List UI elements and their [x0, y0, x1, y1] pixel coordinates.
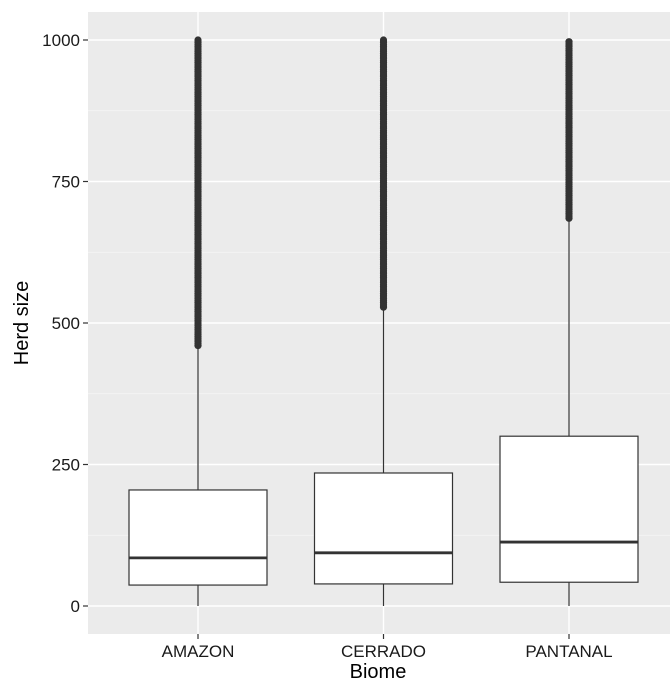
- x-tick-label: CERRADO: [341, 642, 426, 661]
- y-tick-label: 250: [52, 456, 80, 475]
- box-series: [128, 36, 639, 606]
- x-axis: AMAZON CERRADO PANTANAL: [162, 634, 613, 661]
- outlier-point: [565, 38, 573, 46]
- outlier-point: [194, 36, 202, 44]
- x-tick-label: AMAZON: [162, 642, 235, 661]
- y-axis: 0 250 500 750 1000: [42, 31, 88, 616]
- x-axis-title: Biome: [350, 661, 407, 681]
- y-tick-label: 750: [52, 173, 80, 192]
- box-iqr: [499, 435, 639, 583]
- y-tick-label: 0: [71, 597, 80, 616]
- outlier-point: [379, 36, 388, 44]
- box-pantanal: [499, 38, 639, 606]
- y-tick-label: 1000: [42, 31, 80, 50]
- x-tick-label: PANTANAL: [525, 642, 612, 661]
- box-cerrado: [313, 36, 454, 606]
- box-iqr: [128, 489, 268, 586]
- box-iqr: [313, 472, 454, 585]
- y-axis-title: Herd size: [11, 281, 33, 365]
- box-amazon: [128, 36, 268, 606]
- y-tick-label: 500: [52, 314, 80, 333]
